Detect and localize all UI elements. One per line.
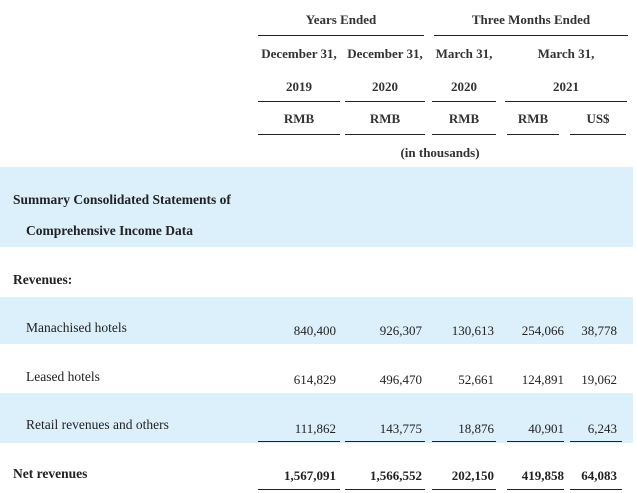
net-cell: 202,150 xyxy=(451,468,494,483)
net-cell: 1,566,552 xyxy=(370,468,422,483)
years-ended-header: Years Ended xyxy=(305,12,377,27)
section-title-band xyxy=(0,167,633,247)
col1-year: 2019 xyxy=(286,79,312,94)
three-months-ended-header: Three Months Ended xyxy=(471,12,591,27)
col5-currency: US$ xyxy=(586,111,610,126)
row-label-retail: Retail revenues and others xyxy=(26,417,169,432)
year-rule-2 xyxy=(345,101,425,102)
col4-currency: RMB xyxy=(517,111,549,126)
currency-rule-5 xyxy=(570,134,626,135)
col2-date: December 31, xyxy=(347,46,423,61)
col2-currency: RMB xyxy=(369,111,401,126)
net-cell: 1,567,091 xyxy=(284,468,336,483)
subtotal-rule-2 xyxy=(345,441,425,442)
col3-currency: RMB xyxy=(448,111,480,126)
subtotal-rule-4 xyxy=(507,441,564,442)
years-ended-rule xyxy=(258,35,424,36)
net-rule-3 xyxy=(432,489,496,490)
cell: 40,901 xyxy=(528,421,564,436)
cell: 496,470 xyxy=(379,372,422,387)
subtotal-rule-1 xyxy=(258,441,340,442)
three-months-rule xyxy=(434,35,628,36)
currency-rule-2 xyxy=(345,134,425,135)
cell: 52,661 xyxy=(458,372,494,387)
cell: 143,775 xyxy=(379,421,422,436)
col2-year: 2020 xyxy=(372,79,398,94)
year-rule-3 xyxy=(432,101,496,102)
currency-rule-1 xyxy=(258,134,340,135)
row-band-retail xyxy=(0,393,633,443)
year-rule-1 xyxy=(258,101,340,102)
currency-rule-4 xyxy=(507,134,559,135)
section-title-line1: Summary Consolidated Statements of xyxy=(13,192,231,207)
revenues-label: Revenues: xyxy=(13,272,73,287)
cell: 254,066 xyxy=(521,323,564,338)
currency-rule-3 xyxy=(432,134,496,135)
net-cell: 419,858 xyxy=(521,468,564,483)
cell: 124,891 xyxy=(521,372,564,387)
net-rule-2 xyxy=(345,489,425,490)
subtotal-rule-3 xyxy=(432,441,496,442)
cell: 111,862 xyxy=(294,421,336,436)
row-label-manachised: Manachised hotels xyxy=(26,320,127,335)
section-title-line2: Comprehensive Income Data xyxy=(26,223,193,238)
cell: 38,778 xyxy=(581,323,617,338)
subtotal-rule-5 xyxy=(570,441,622,442)
net-rule-1 xyxy=(258,489,340,490)
cell: 130,613 xyxy=(451,323,494,338)
row-label-leased: Leased hotels xyxy=(26,369,100,384)
col1-currency: RMB xyxy=(283,111,315,126)
net-rule-5 xyxy=(570,489,622,490)
cell: 6,243 xyxy=(587,421,617,436)
net-rule-4 xyxy=(507,489,564,490)
cell: 926,307 xyxy=(379,323,422,338)
cell: 19,062 xyxy=(581,372,617,387)
net-revenues-label: Net revenues xyxy=(13,466,88,481)
year-rule-4 xyxy=(505,101,627,102)
net-cell: 64,083 xyxy=(581,468,617,483)
cell: 18,876 xyxy=(458,421,494,436)
col3-year: 2020 xyxy=(451,79,477,94)
cell: 614,829 xyxy=(293,372,336,387)
col3-date: March 31, xyxy=(435,46,493,61)
col4-date: March 31, xyxy=(537,46,595,61)
cell: 840,400 xyxy=(293,323,336,338)
col4-year: 2021 xyxy=(553,79,579,94)
units-note: (in thousands) xyxy=(400,145,480,160)
row-band-manachised xyxy=(0,297,633,344)
col1-date: December 31, xyxy=(261,46,337,61)
